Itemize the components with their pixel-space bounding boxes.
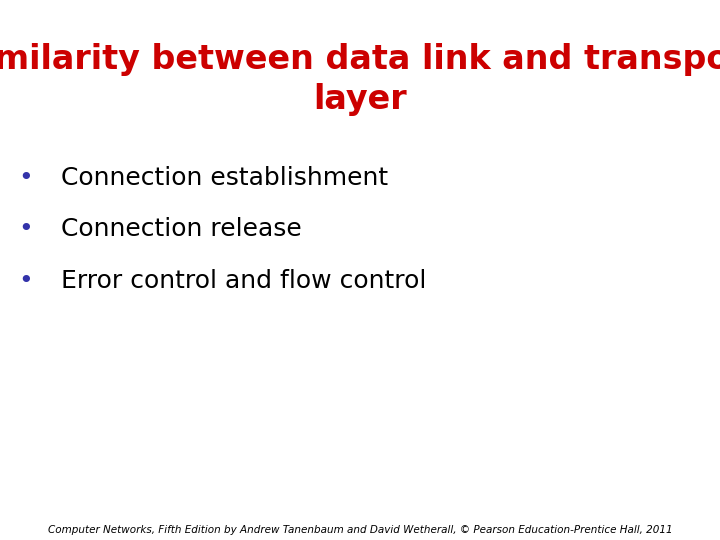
Text: Connection release: Connection release [61,218,302,241]
Text: •: • [18,269,32,293]
Text: Computer Networks, Fifth Edition by Andrew Tanenbaum and David Wetherall, © Pear: Computer Networks, Fifth Edition by Andr… [48,524,672,535]
Text: Error control and flow control: Error control and flow control [61,269,426,293]
Text: Similarity between data link and transport
layer: Similarity between data link and transpo… [0,43,720,116]
Text: •: • [18,166,32,190]
Text: •: • [18,218,32,241]
Text: Connection establishment: Connection establishment [61,166,388,190]
